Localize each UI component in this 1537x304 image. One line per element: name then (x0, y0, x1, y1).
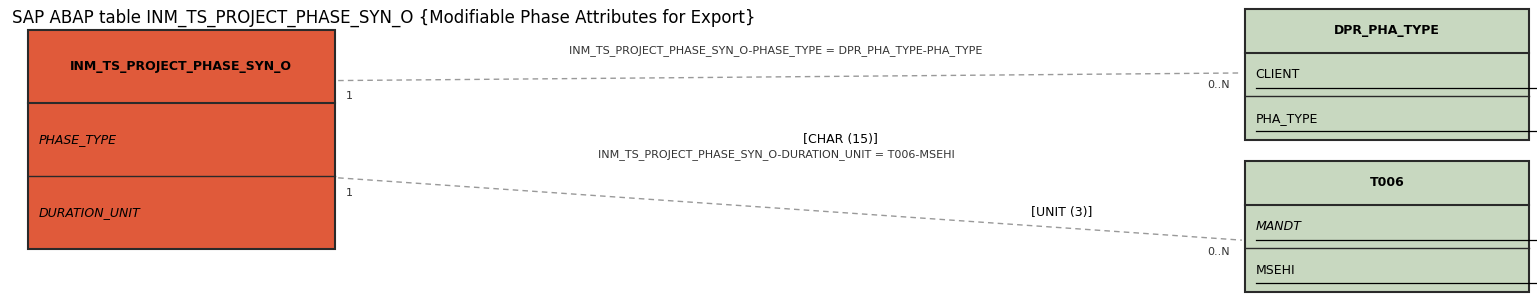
Text: 1: 1 (346, 91, 354, 101)
Bar (1245, 205, 1529, 248)
Text: DPR_PHA_TYPE: DPR_PHA_TYPE (1334, 24, 1440, 37)
Bar (28, 30, 335, 103)
Bar (1245, 9, 1529, 53)
Bar (1245, 161, 1529, 205)
Text: MANDT: MANDT (1256, 220, 1302, 233)
Text: MSEHI: MSEHI (1256, 264, 1296, 277)
Text: INM_TS_PROJECT_PHASE_SYN_O-DURATION_UNIT = T006-MSEHI: INM_TS_PROJECT_PHASE_SYN_O-DURATION_UNIT… (598, 150, 954, 161)
Bar (28, 30, 335, 249)
Text: PHA_TYPE: PHA_TYPE (1256, 112, 1319, 125)
Text: [UNIT (3)]: [UNIT (3)] (1028, 206, 1093, 219)
Text: PHASE_TYPE: PHASE_TYPE (38, 133, 117, 146)
Bar (1245, 9, 1529, 140)
Text: 1: 1 (346, 188, 354, 198)
Text: CLIENT: CLIENT (1256, 68, 1300, 81)
Text: DURATION_UNIT: DURATION_UNIT (38, 206, 140, 219)
Bar (1245, 53, 1529, 96)
Text: INM_TS_PROJECT_PHASE_SYN_O: INM_TS_PROJECT_PHASE_SYN_O (71, 60, 292, 73)
Text: 0..N: 0..N (1207, 80, 1230, 90)
Bar (1245, 248, 1529, 292)
Text: [CHAR (15)]: [CHAR (15)] (799, 133, 878, 146)
Bar (1245, 161, 1529, 292)
Bar (1245, 96, 1529, 140)
Text: INM_TS_PROJECT_PHASE_SYN_O-PHASE_TYPE = DPR_PHA_TYPE-PHA_TYPE: INM_TS_PROJECT_PHASE_SYN_O-PHASE_TYPE = … (570, 45, 982, 56)
Text: SAP ABAP table INM_TS_PROJECT_PHASE_SYN_O {Modifiable Phase Attributes for Expor: SAP ABAP table INM_TS_PROJECT_PHASE_SYN_… (12, 9, 756, 27)
Text: 0..N: 0..N (1207, 247, 1230, 257)
Bar (28, 176, 335, 249)
Bar (28, 103, 335, 176)
Text: T006: T006 (1369, 176, 1405, 189)
